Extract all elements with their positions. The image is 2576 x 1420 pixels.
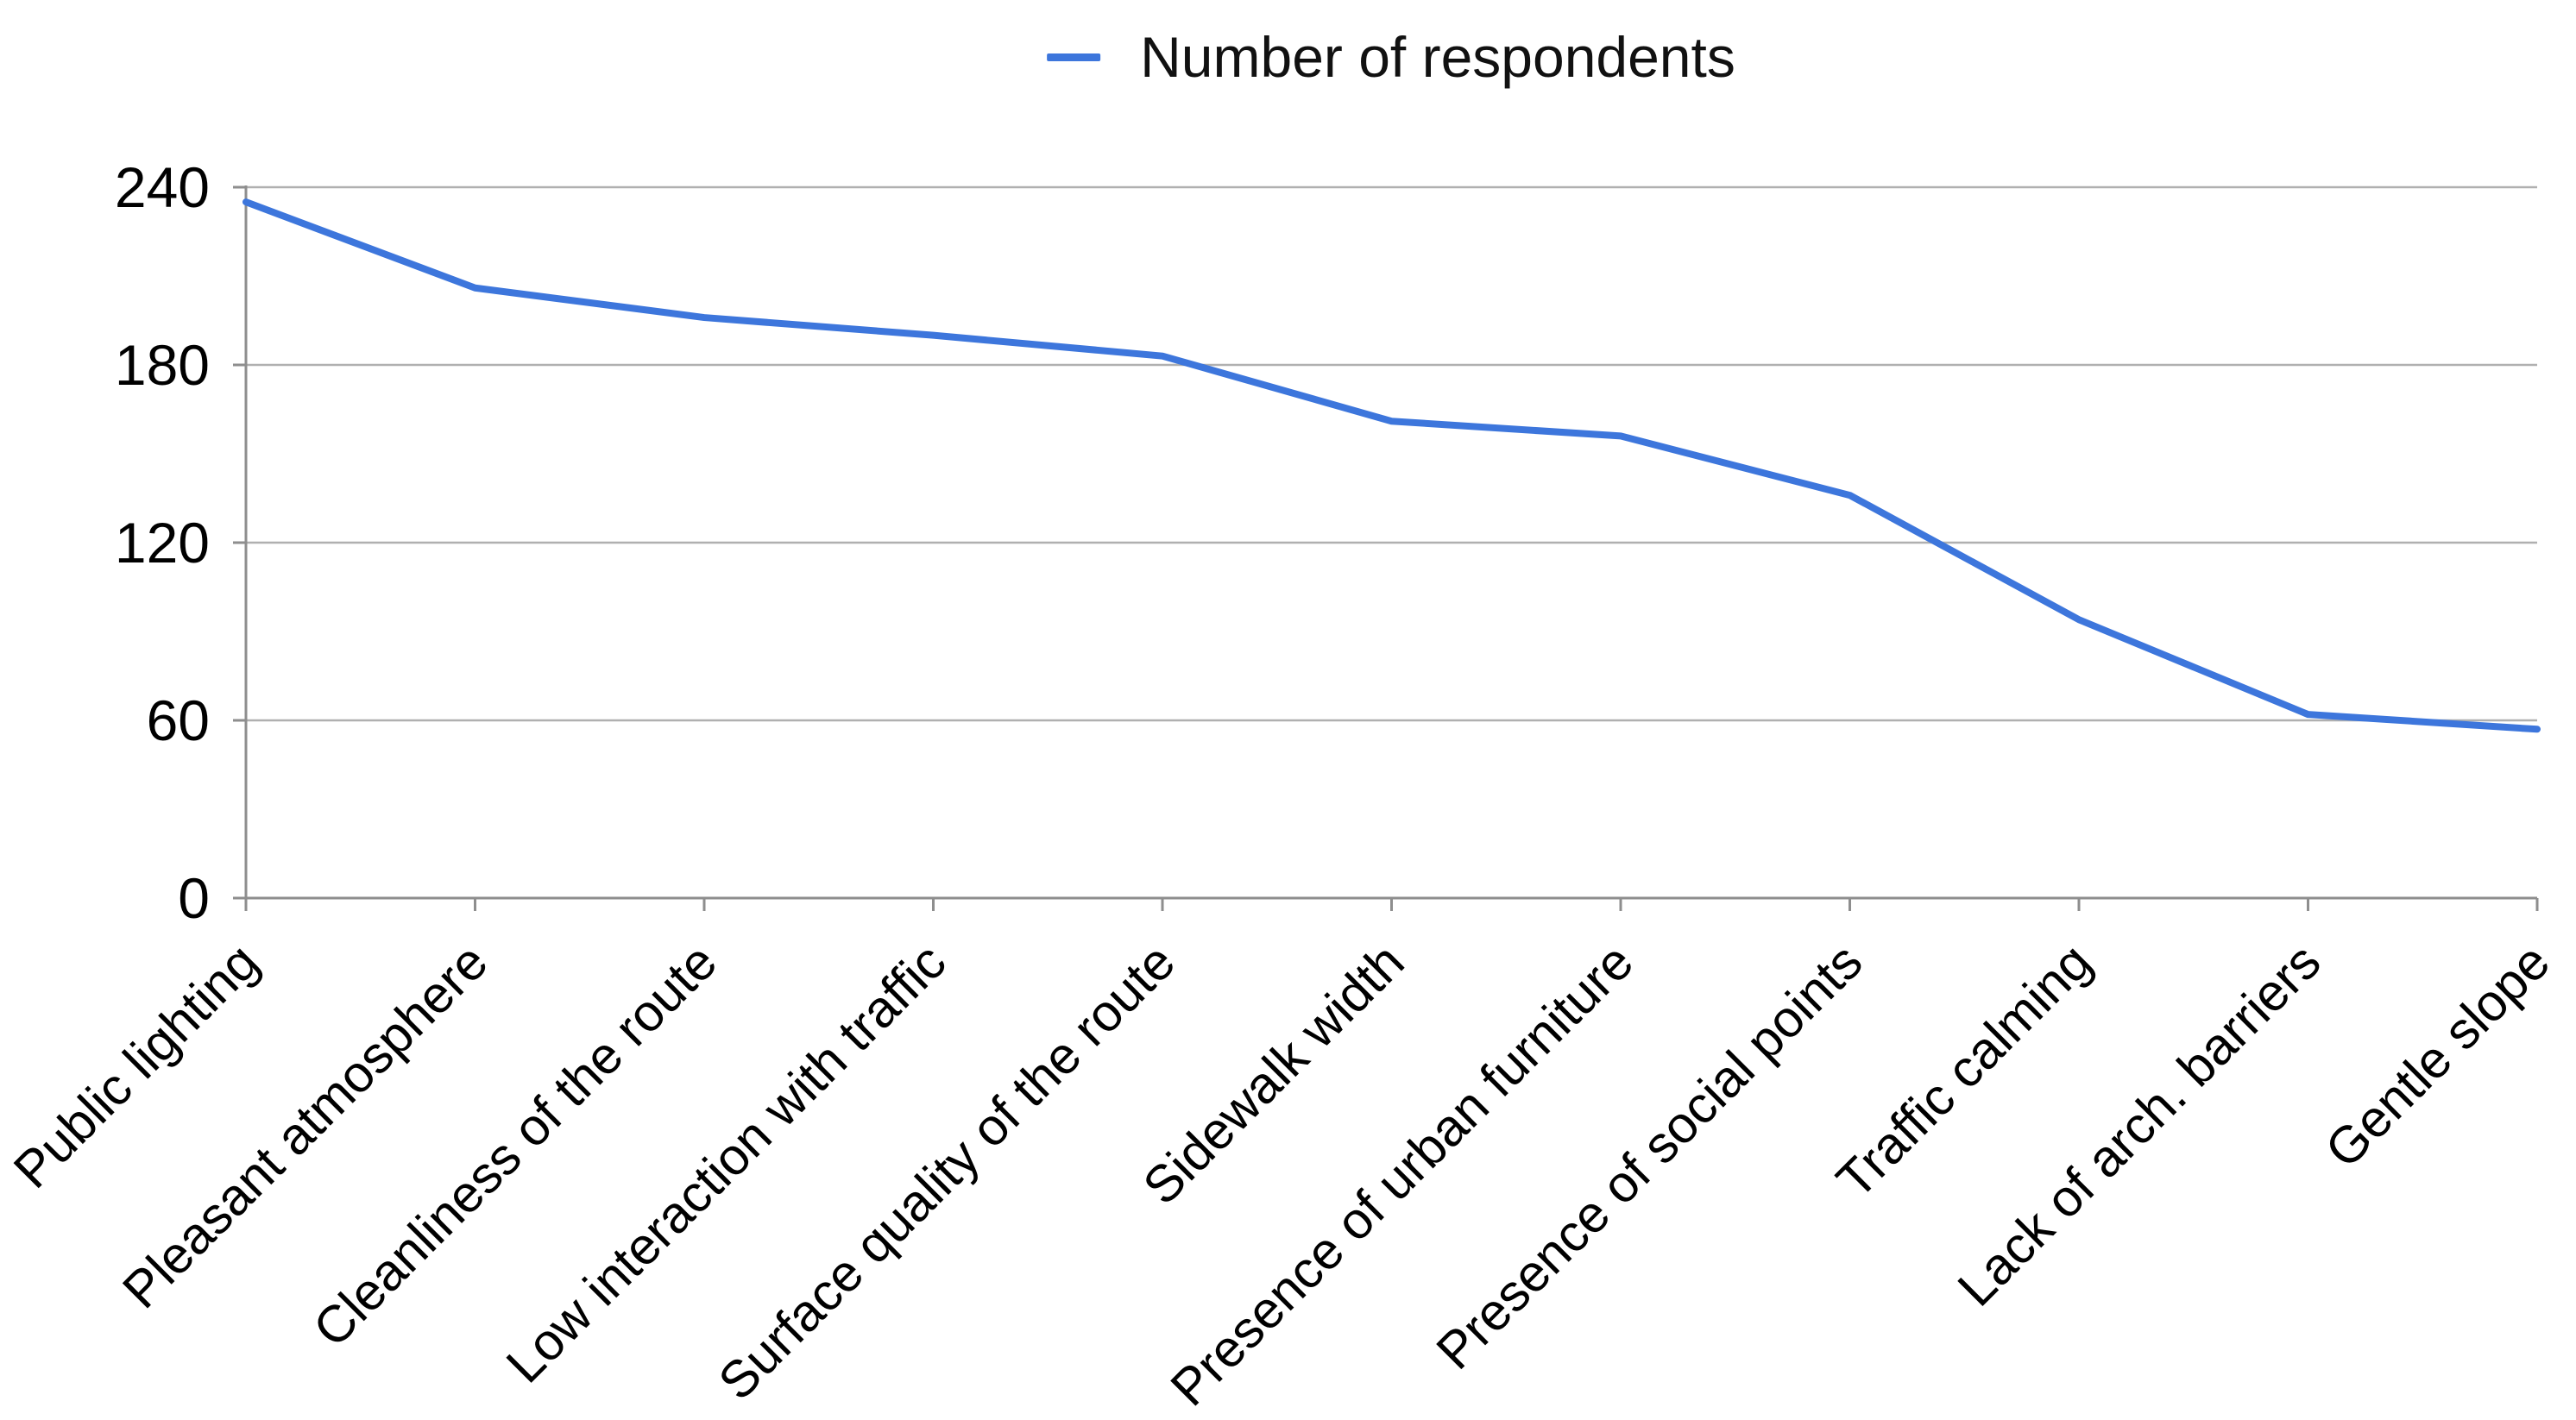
legend-label: Number of respondents [1140, 25, 1735, 89]
y-tick-label: 0 [178, 866, 210, 930]
x-category-label: Presence of urban furniture [1160, 933, 1645, 1417]
axes-group [233, 185, 2539, 911]
x-category-label: Low interaction with traffic [495, 933, 957, 1394]
y-tick-label: 240 [115, 155, 210, 219]
legend: Number of respondents [1047, 24, 1735, 90]
legend-line-swatch [1047, 53, 1101, 61]
series-line [242, 198, 2541, 733]
x-category-label: Gentle slope [2315, 933, 2561, 1179]
x-category-label: Surface quality of the route [708, 933, 1186, 1411]
gridlines-group [246, 185, 2537, 722]
y-tick-label: 180 [115, 333, 210, 397]
y-tick-label: 60 [147, 688, 210, 752]
x-category-label: Public lighting [3, 933, 269, 1199]
y-tick-label: 120 [115, 511, 210, 575]
x-category-label: Presence of social points [1426, 933, 1874, 1380]
x-category-label: Cleanliness of the route [302, 933, 727, 1358]
series-group [242, 198, 2541, 733]
